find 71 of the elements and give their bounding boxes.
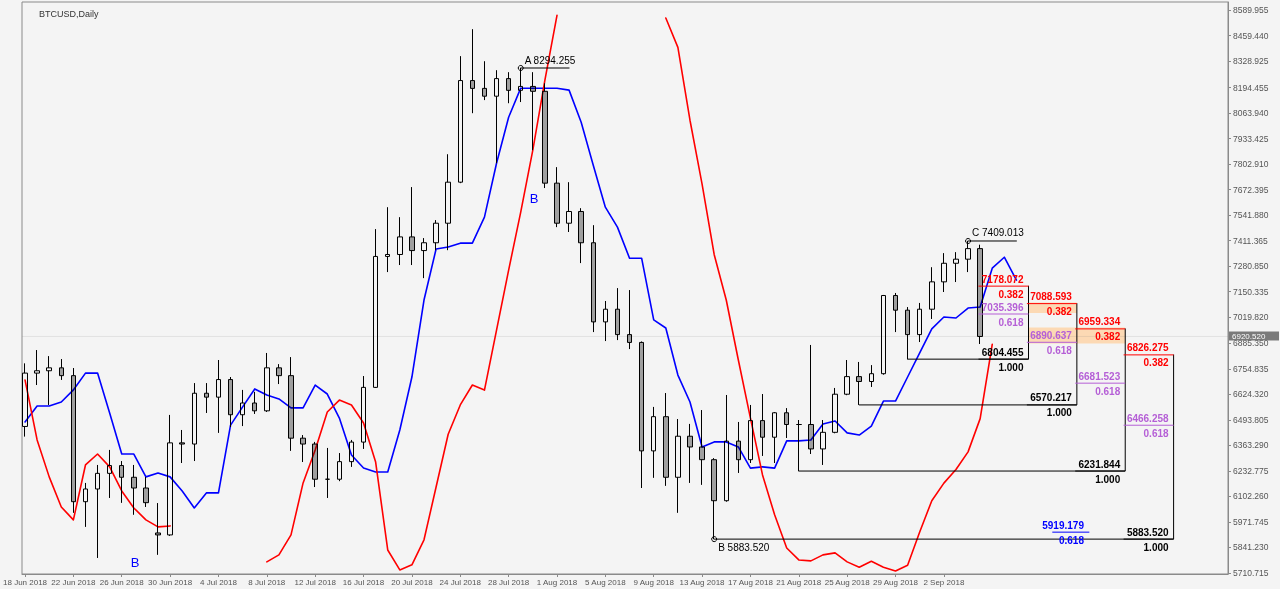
y-tick-label: 5710.715 <box>1233 567 1269 578</box>
y-tick-label: 6624.320 <box>1233 389 1269 400</box>
annotation: 6826.275 <box>1126 342 1170 354</box>
annotation: 6466.258 <box>1126 412 1170 424</box>
annotation: 0.382 <box>1143 357 1170 369</box>
annotation: B <box>130 554 140 570</box>
x-tick-label: 16 Jul 2018 <box>342 577 385 587</box>
annotation: 0.382 <box>1095 331 1121 343</box>
x-tick-label: 2 Sep 2018 <box>923 577 965 587</box>
x-tick-label: 20 Jul 2018 <box>391 577 434 587</box>
annotation: B <box>529 190 539 206</box>
annotation: 0.618 <box>1046 344 1073 356</box>
y-tick-label: 7019.820 <box>1233 312 1269 323</box>
annotation: 0.382 <box>1046 306 1073 318</box>
y-tick-label: 8459.440 <box>1233 30 1269 41</box>
x-tick-label: 22 Jun 2018 <box>51 577 96 587</box>
annotation: 6231.844 <box>1078 458 1121 470</box>
annotation: C 7409.013 <box>972 227 1025 239</box>
y-tick-label: 8328.925 <box>1233 56 1269 67</box>
annotation: 6890.637 <box>1030 329 1073 341</box>
annotation: 0.618 <box>1143 427 1170 439</box>
annotation: 1.000 <box>1143 541 1170 553</box>
y-tick-label: 8194.455 <box>1233 82 1269 93</box>
y-tick-label: 5841.230 <box>1233 542 1269 553</box>
annotation: 7088.593 <box>1030 291 1073 303</box>
x-tick-label: 24 Jul 2018 <box>439 577 482 587</box>
annotation: 6681.523 <box>1078 370 1121 382</box>
annotation: 1.000 <box>1046 407 1073 419</box>
y-tick-label: 7150.335 <box>1233 286 1269 297</box>
y-tick-label: 6885.350 <box>1233 338 1269 349</box>
x-tick-label: 1 Aug 2018 <box>536 577 578 587</box>
y-tick-label: 7280.850 <box>1233 261 1269 272</box>
annotation: 0.618 <box>998 316 1024 328</box>
y-tick-label: 7933.425 <box>1233 133 1269 144</box>
y-tick-label: 7802.910 <box>1233 159 1269 170</box>
x-tick-label: 21 Aug 2018 <box>776 577 822 587</box>
x-tick-label: 13 Aug 2018 <box>679 577 726 587</box>
y-tick-label: 8589.955 <box>1233 5 1269 16</box>
annotation: 6959.334 <box>1078 316 1121 328</box>
y-tick-label: 7541.880 <box>1233 210 1269 221</box>
y-tick-label: 7411.365 <box>1233 235 1269 246</box>
annotation: 1.000 <box>998 361 1024 373</box>
annotation: 5919.179 <box>1042 519 1085 531</box>
y-tick-label: 6363.290 <box>1233 440 1269 451</box>
x-tick-label: 4 Jul 2018 <box>200 577 238 587</box>
ref-line-label: 6920.520 <box>1232 331 1266 341</box>
y-tick-label: 6232.775 <box>1233 465 1269 476</box>
y-tick-label: 5971.745 <box>1233 516 1269 527</box>
text: BTCUSD,Daily <box>39 8 100 19</box>
y-tick-label: 8063.940 <box>1233 108 1269 119</box>
x-tick-label: 28 Jul 2018 <box>487 577 530 587</box>
y-tick-label: 6102.260 <box>1233 491 1269 502</box>
x-tick-label: 25 Aug 2018 <box>824 577 871 587</box>
x-tick-label: 17 Aug 2018 <box>727 577 774 587</box>
y-tick-label: 6754.835 <box>1233 363 1269 374</box>
annotation: 6570.217 <box>1030 392 1073 404</box>
y-tick-label: 6493.805 <box>1233 414 1269 425</box>
annotation: 1.000 <box>1095 473 1121 485</box>
x-tick-label: 29 Aug 2018 <box>873 577 919 587</box>
x-tick-label: 9 Aug 2018 <box>633 577 675 587</box>
annotation: 0.618 <box>1095 385 1121 397</box>
x-tick-label: 8 Jul 2018 <box>248 577 286 587</box>
annotation: 5883.520 <box>1126 526 1170 538</box>
x-tick-label: 5 Aug 2018 <box>585 577 627 587</box>
x-tick-label: 12 Jul 2018 <box>294 577 337 587</box>
y-tick-label: 7672.395 <box>1233 184 1269 195</box>
x-tick-label: 18 Jun 2018 <box>3 577 48 587</box>
annotation: 0.382 <box>998 288 1024 300</box>
annotation: B 5883.520 <box>718 541 770 553</box>
x-tick-label: 30 Jun 2018 <box>148 577 193 587</box>
x-tick-label: 26 Jun 2018 <box>99 577 145 587</box>
